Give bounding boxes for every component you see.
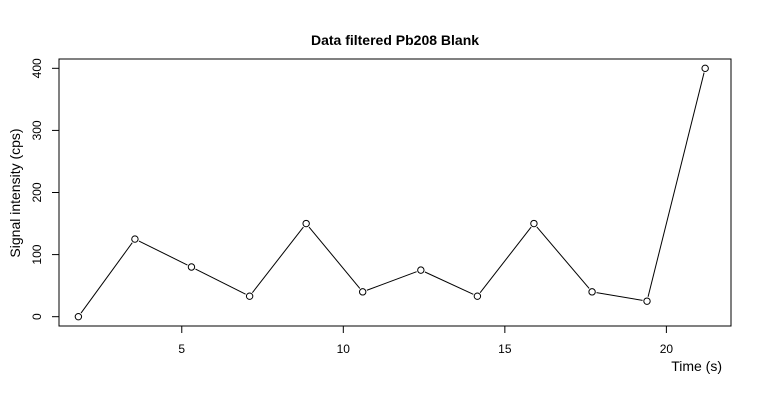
data-point [417,266,425,274]
y-tick-label: 400 [30,58,44,78]
series-line-segment [366,271,417,291]
series-line-segment [479,226,532,293]
series-line-segment [536,226,590,289]
data-point [530,219,538,228]
x-tick-label: 10 [337,342,351,356]
series-line-segment [80,242,133,314]
series-line-segment [596,292,643,301]
data-point [588,288,596,296]
chart-title: Data filtered Pb208 Blank [311,32,479,48]
y-tick-label: 200 [30,182,44,202]
x-tick-label: 20 [660,342,674,356]
y-axis: 0 100 200 300 400 [30,58,59,320]
data-series [74,64,709,321]
series-line-segment [308,226,361,289]
y-tick-label: 100 [30,244,44,264]
data-point [187,263,196,271]
data-point [131,235,139,243]
data-point [358,288,367,296]
data-point [245,292,254,300]
series-line-segment [424,271,474,295]
x-tick-label: 5 [178,342,185,356]
x-tick-label: 15 [498,342,512,356]
series-line-segment [647,72,705,297]
x-axis-label: Time (s) [671,358,722,374]
data-point [701,64,709,73]
series-line-segment [251,226,304,293]
series-line-segment [138,240,188,266]
y-axis-label: Signal intensity (cps) [7,128,23,257]
plot-area-frame [58,58,732,327]
series-line-segment [195,268,246,295]
y-tick-label: 300 [30,120,44,140]
y-tick-label: 0 [30,313,44,320]
x-axis: 5 10 15 20 [178,326,673,356]
data-point [473,292,482,300]
data-point [643,297,651,305]
data-point [302,219,310,228]
data-point [74,312,83,321]
